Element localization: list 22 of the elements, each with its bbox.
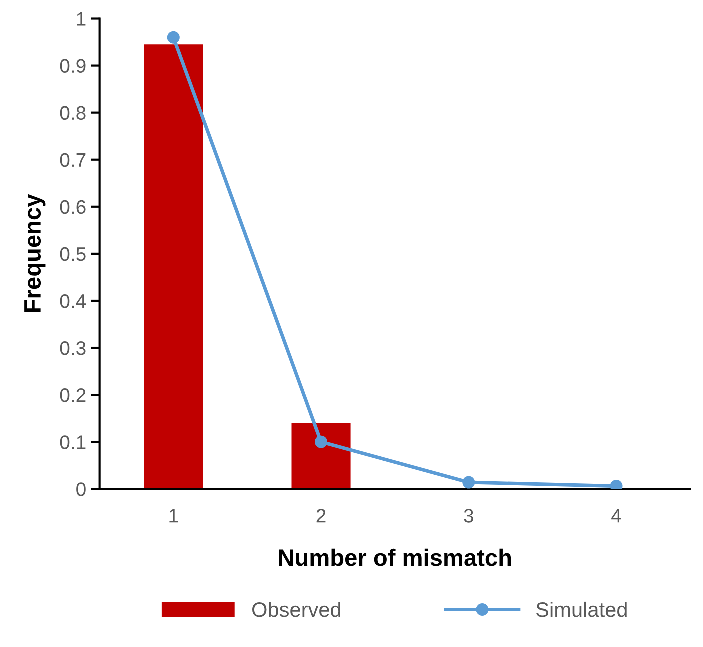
point: [167, 31, 180, 44]
y-tick-label: 0.1: [60, 436, 86, 450]
y-tick-label: 0.7: [60, 153, 86, 168]
y-axis-title: Frequency: [24, 194, 46, 312]
y-tick-label: 0.5: [60, 247, 86, 262]
y-tick-label: 1: [77, 12, 86, 26]
point: [462, 476, 476, 489]
y-tick-label: 0.3: [60, 341, 86, 356]
x-axis-title: Number of mismatch: [279, 548, 512, 566]
legend-label: Simulated: [536, 602, 627, 618]
x-tick-label: 4: [612, 509, 622, 523]
point: [315, 436, 328, 448]
x-tick-label: 3: [464, 509, 474, 523]
x-tick-label: 2: [316, 509, 326, 523]
y-tick-label: 0.4: [60, 294, 86, 308]
y-tick-label: 0.2: [60, 388, 86, 402]
legend-label: Observed: [252, 602, 341, 618]
y-tick-label: 0.9: [60, 59, 86, 74]
y-tick-label: 0: [76, 482, 86, 496]
x-tick-label: 1: [170, 509, 178, 523]
y-tick-label: 0.8: [60, 106, 86, 120]
y-tick-label: 0.6: [60, 200, 86, 214]
